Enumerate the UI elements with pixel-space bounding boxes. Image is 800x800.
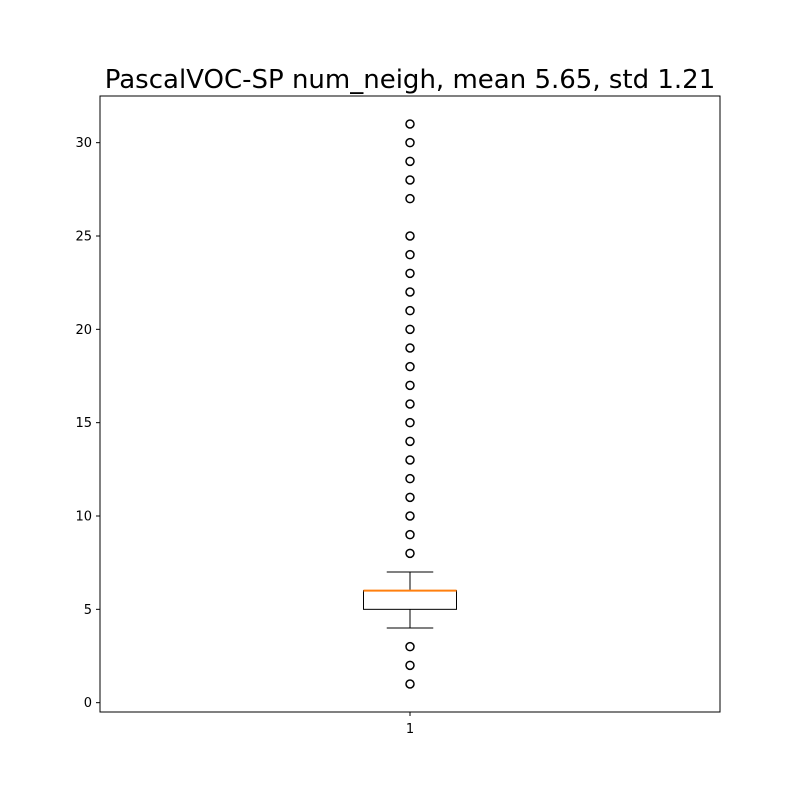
x-axis: 1: [406, 712, 414, 737]
outlier-point: [405, 268, 415, 279]
outlier-point: [405, 249, 415, 260]
outlier-point: [405, 361, 415, 372]
outlier-point: [405, 231, 415, 241]
chart-title: PascalVOC-SP num_neigh, mean 5.65, std 1…: [105, 65, 716, 95]
outlier-point: [405, 175, 415, 185]
outlier-point: [405, 641, 415, 652]
outlier-point: [405, 156, 415, 167]
outlier-point: [405, 287, 415, 297]
y-tick-label: 25: [75, 230, 92, 245]
outlier-point: [405, 548, 415, 559]
y-tick-label: 0: [84, 696, 92, 711]
outlier-point: [405, 137, 415, 148]
y-tick-label: 20: [75, 323, 92, 338]
outlier-point: [405, 343, 415, 353]
outlier-point: [405, 380, 415, 391]
iqr-box: [363, 590, 457, 610]
outlier-point: [405, 660, 415, 671]
outlier-point: [405, 529, 415, 540]
outlier-point: [405, 119, 415, 129]
outlier-point: [405, 511, 415, 521]
y-tick-label: 15: [75, 416, 92, 431]
outlier-point: [405, 679, 415, 689]
outlier-point: [405, 193, 415, 204]
outlier-point: [405, 436, 415, 447]
box-plot: [363, 571, 457, 629]
y-tick-label: 5: [84, 603, 92, 618]
outlier-point: [405, 473, 415, 484]
x-tick-label: 1: [406, 722, 414, 737]
outlier-point: [405, 455, 415, 465]
outlier-point: [405, 417, 415, 428]
outlier-point: [405, 305, 415, 316]
outlier-point: [405, 492, 415, 503]
y-tick-label: 10: [75, 510, 92, 525]
outlier-point: [405, 324, 415, 335]
outlier-points: [405, 119, 415, 689]
outlier-point: [405, 399, 415, 409]
y-tick-label: 30: [75, 136, 92, 151]
y-axis: 0 5 10 15 20 25 30: [75, 136, 100, 711]
